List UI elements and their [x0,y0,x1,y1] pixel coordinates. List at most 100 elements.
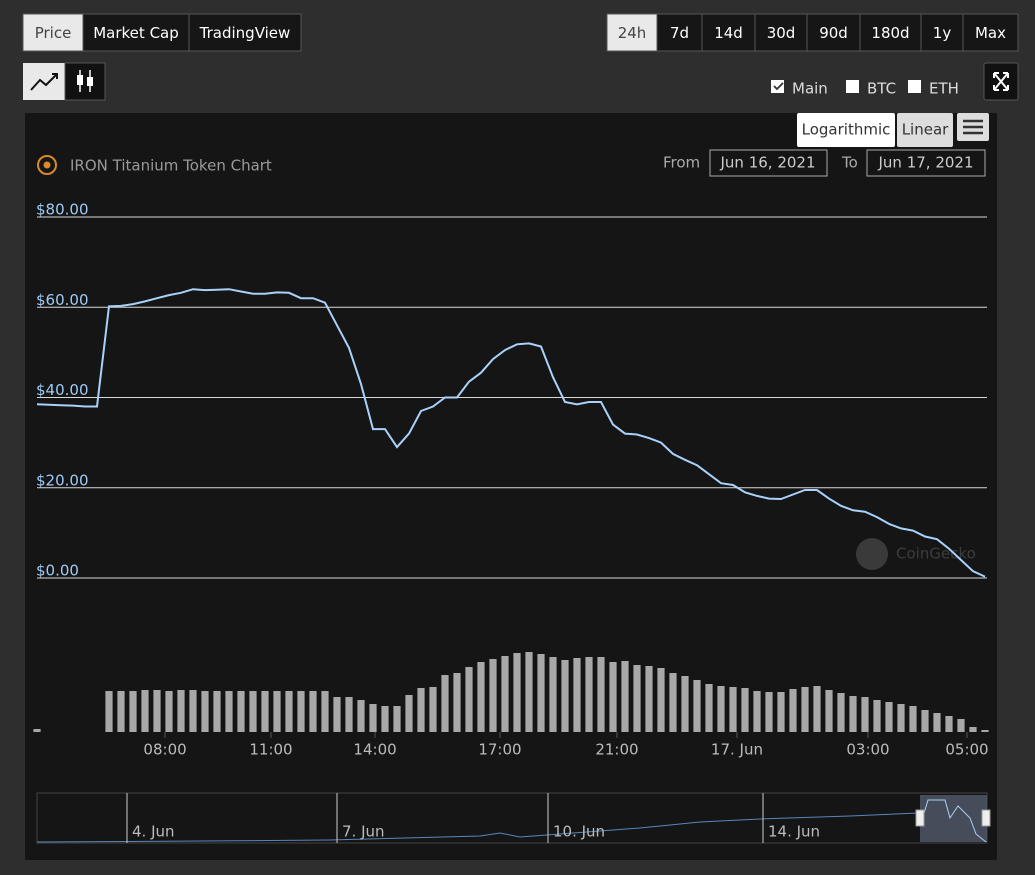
volume-bar [297,691,305,732]
volume-bar [921,710,929,732]
scale-button-label[interactable]: Linear [902,121,949,139]
x-tick-label: 17. Jun [711,741,763,759]
volume-bar [177,690,185,732]
volume-bar [561,660,569,732]
range-tab[interactable] [606,13,658,52]
volume-bar [117,691,125,732]
view-tab[interactable] [188,13,302,52]
candle-type-button[interactable] [64,62,106,101]
watermark-logo [856,538,888,570]
volume-bar [213,691,221,732]
volume-bar [657,668,665,732]
view-tab-label[interactable]: TradingView [199,24,291,42]
volume-bar [585,657,593,732]
chart-panel [25,113,997,860]
volume-bar [885,702,893,732]
checkbox[interactable] [771,80,784,93]
volume-bar [33,729,41,732]
chart-title: IRON Titanium Token Chart [70,157,272,175]
candle-icon [77,75,83,85]
checkbox-label[interactable]: Main [792,80,828,98]
x-tick-label: 14:00 [353,741,396,759]
range-tab-label[interactable]: 30d [767,24,796,42]
volume-bar [189,690,197,732]
x-tick-label: 21:00 [595,741,638,759]
from-date[interactable]: Jun 16, 2021 [719,154,815,172]
volume-bar [525,652,533,732]
navigator-label: 7. Jun [342,823,385,841]
volume-bar [285,691,293,732]
range-tab-label[interactable]: 24h [618,24,647,42]
to-input[interactable] [866,149,986,177]
from-label: From [663,154,700,172]
range-tab-label[interactable]: 1y [933,24,952,42]
checkbox[interactable] [846,80,859,93]
volume-bar [849,696,857,732]
y-tick-label: $0.00 [36,562,79,580]
volume-bar [825,690,833,732]
scale-button[interactable] [897,113,953,147]
candle-icon [87,77,93,86]
volume-bar [957,719,965,732]
volume-bar [537,654,545,732]
navigator-handle[interactable] [981,809,991,827]
volume-bar [369,704,377,732]
line-type-button[interactable] [23,63,65,100]
range-tab[interactable] [754,13,808,52]
range-tab[interactable] [656,13,703,52]
volume-bar [249,691,257,732]
range-tab[interactable] [701,13,756,52]
checkbox-label[interactable]: ETH [929,80,959,98]
range-tab-label[interactable]: 90d [819,24,848,42]
watermark: CoinGecko [896,545,976,563]
volume-bar [201,691,209,732]
view-tab-label[interactable]: Price [35,24,72,42]
range-tab[interactable] [962,13,1019,52]
volume-bar [333,697,341,732]
view-tab[interactable] [22,13,84,52]
volume-bar [477,662,485,732]
range-tab-label[interactable]: 180d [871,24,909,42]
range-tab[interactable] [859,13,922,52]
range-tab[interactable] [920,13,964,52]
range-tab[interactable] [806,13,861,52]
view-tab-label[interactable]: Market Cap [93,24,179,42]
volume-bar [165,691,173,732]
to-label: To [841,154,858,172]
volume-bar [729,687,737,732]
volume-bar [981,730,989,732]
to-date[interactable]: Jun 17, 2021 [877,154,973,172]
range-tab-label[interactable]: 14d [714,24,743,42]
checkbox[interactable] [908,80,921,93]
volume-bar [609,662,617,732]
x-tick-label: 11:00 [249,741,292,759]
scale-button[interactable] [797,113,895,147]
range-tab-label[interactable]: 7d [670,24,689,42]
menu-icon [963,119,983,135]
scale-button-label[interactable]: Logarithmic [802,121,891,139]
volume-bar [705,684,713,732]
range-tab-label[interactable]: Max [975,24,1006,42]
volume-bar [741,688,749,732]
navigator-label: 14. Jun [768,823,820,841]
volume-bar [465,667,473,732]
volume-bar [669,673,677,732]
from-input[interactable] [709,149,828,177]
checkbox-label[interactable]: BTC [867,80,896,98]
volume-bar [801,687,809,732]
token-icon-core [43,161,51,169]
volume-bar [645,666,653,732]
volume-bar [489,659,497,732]
volume-bar [633,665,641,732]
navigator-handle[interactable] [915,809,925,827]
volume-bar [153,690,161,732]
volume-bar [597,657,605,732]
y-tick-label: $60.00 [36,291,89,309]
volume-bar [753,691,761,732]
volume-bar [237,691,245,732]
volume-bar [621,661,629,732]
volume-bar [405,695,413,732]
navigator-line [36,812,919,843]
navigator-label: 10. Jun [553,823,605,841]
